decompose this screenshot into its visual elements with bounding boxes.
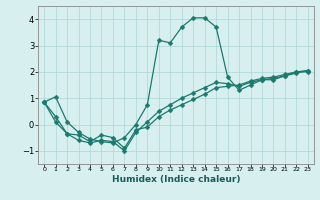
X-axis label: Humidex (Indice chaleur): Humidex (Indice chaleur) xyxy=(112,175,240,184)
